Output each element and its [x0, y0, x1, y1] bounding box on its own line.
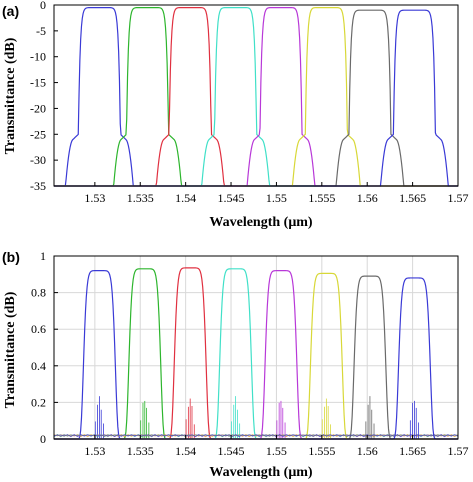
panel-a-xtick-label-2: 1.54: [175, 191, 196, 205]
panel-a-xtick-label-8: 1.57: [448, 191, 469, 205]
panel-b-xtick-label-5: 1.555: [308, 444, 335, 458]
panel-b-xtick-label-3: 1.545: [218, 444, 245, 458]
panel-b-curves: [53, 267, 459, 440]
panel-a-xtick-label-7: 1.565: [399, 191, 426, 205]
panel-a-xtick-label-5: 1.555: [308, 191, 335, 205]
panel-b-xtick-label-6: 1.56: [357, 444, 378, 458]
panel-a-ytick-label-0: 0: [40, 0, 46, 12]
panel-b-series-1: [54, 270, 458, 440]
panel-b-xtick-label-1: 1.535: [127, 444, 154, 458]
panel-a: (a) Transmittance (dB) Wavelength (μm) 1…: [2, 0, 469, 230]
panel-b-ytick-label-3: 0.6: [31, 322, 46, 336]
panel-a-ytick-label-2: -10: [30, 50, 46, 64]
panel-b-ytick-label-2: 0.4: [31, 359, 46, 373]
panel-a-ytick-label-3: -15: [30, 76, 46, 90]
panel-b: (b) Transmittance (dB) Wavelength (μm) 1…: [2, 249, 469, 480]
panel-a-xtick-label-3: 1.545: [218, 191, 245, 205]
panel-a-series-4: [54, 6, 458, 187]
panel-a-xtick-label-0: 1.53: [84, 191, 105, 205]
panel-a-xtick-label-6: 1.56: [357, 191, 378, 205]
panel-b-ylabel: Transmittance (dB): [3, 291, 18, 408]
panel-b-xtick-label-2: 1.54: [175, 444, 196, 458]
panel-a-ylabel: Transmittance (dB): [3, 37, 18, 154]
panel-b-label: (b): [2, 249, 20, 265]
panel-b-ytick-label-1: 0.2: [31, 395, 46, 409]
panel-b-xlabel: Wavelength (μm): [209, 465, 313, 480]
panel-a-label: (a): [2, 3, 19, 19]
panel-a-xlabel: Wavelength (μm): [209, 215, 313, 230]
panel-b-ticks: 1.53 1.535 1.54 1.545 1.55 1.555 1.56 1.565 1.57…: [31, 249, 469, 458]
panel-a-ticks: 1.53 1.535 1.54 1.545 1.55 1.555 1.56 1.565 1.57…: [30, 0, 469, 205]
panel-b-ripple-8: [53, 434, 459, 438]
panel-b-xtick-label-4: 1.55: [266, 444, 287, 458]
panel-a-ytick-label-6: -30: [30, 153, 46, 167]
panel-a-ytick-label-7: -35: [30, 179, 46, 193]
panel-a-frame: [53, 4, 459, 187]
panel-b-xtick-label-7: 1.565: [399, 444, 426, 458]
panel-a-ytick-label-1: -5: [36, 24, 46, 38]
panel-b-ytick-label-4: 0.8: [31, 286, 46, 300]
panel-a-curves: [54, 6, 458, 187]
panel-b-xtick-label-8: 1.57: [448, 444, 469, 458]
panel-b-ytick-label-0: 0: [40, 432, 46, 446]
panel-a-ytick-label-4: -20: [30, 101, 46, 115]
panel-b-frame: [53, 255, 459, 440]
panel-a-xtick-label-1: 1.535: [127, 191, 154, 205]
panel-b-xtick-label-0: 1.53: [84, 444, 105, 458]
panel-a-xtick-label-4: 1.55: [266, 191, 287, 205]
panel-b-ytick-label-5: 1: [40, 249, 46, 263]
panel-a-ytick-label-5: -25: [30, 127, 46, 141]
